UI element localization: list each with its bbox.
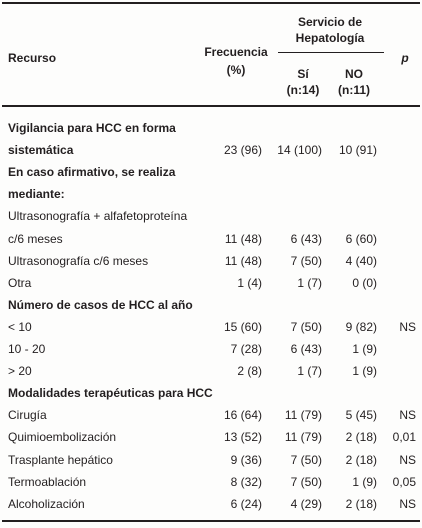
header-si: (n:14)	[286, 83, 320, 97]
cell-si: 7 (50)	[290, 474, 322, 489]
bottom-rule	[2, 520, 420, 522]
cell-si: 6 (43)	[290, 231, 322, 246]
row-label: mediante:	[8, 187, 65, 202]
row-label: Otra	[8, 275, 32, 290]
row-label: > 20	[8, 364, 32, 379]
cell-si: 14 (100)	[277, 143, 322, 158]
row-label: Cirugía	[8, 408, 47, 423]
cell-freq: 16 (64)	[223, 408, 262, 423]
cell-no: 10 (91)	[338, 143, 377, 158]
row-label: Alcoholización	[8, 496, 85, 511]
row-label: Termoablación	[8, 474, 87, 489]
cell-freq: 8 (32)	[230, 474, 262, 489]
cell-si: 7 (50)	[290, 319, 322, 334]
cell-no: 2 (18)	[345, 496, 377, 511]
cell-no: 6 (60)	[345, 231, 377, 246]
row-label: < 10	[8, 319, 32, 334]
cell-freq: 23 (96)	[223, 143, 262, 158]
cell-no: 2 (18)	[345, 430, 377, 445]
cell-p: NS	[399, 319, 416, 334]
row-label: Ultrasonografía + alfafetoproteína	[8, 209, 188, 224]
header-recurso: Recurso	[8, 51, 57, 65]
cell-p: NS	[399, 452, 416, 467]
cell-si: 6 (43)	[290, 342, 322, 356]
row-label: Número de casos de HCC al año	[8, 297, 193, 312]
cell-p: NS	[399, 496, 416, 511]
group-rule	[278, 52, 384, 53]
row-label: 10 - 20	[8, 342, 46, 356]
cell-freq: 2 (8)	[237, 364, 262, 379]
row-label: Vigilancia para HCC en forma	[8, 121, 176, 135]
cell-si: 7 (50)	[290, 452, 322, 467]
row-label: c/6 meses	[8, 231, 63, 246]
cell-no: 0 (0)	[352, 275, 377, 290]
top-rule	[2, 2, 420, 4]
cell-freq: 7 (28)	[230, 342, 262, 356]
cell-p: NS	[399, 408, 416, 423]
cell-no: 9 (82)	[345, 319, 377, 334]
cell-si: 11 (79)	[284, 430, 322, 445]
cell-freq: 11 (48)	[224, 231, 262, 246]
cell-freq: 6 (24)	[230, 496, 262, 511]
header-servicio: Hepatología	[295, 31, 365, 45]
cell-no: 4 (40)	[345, 253, 377, 268]
cell-p: 0,05	[392, 474, 416, 489]
cell-no: 1 (9)	[352, 474, 377, 489]
header-no: NO	[345, 67, 363, 81]
row-label: Modalidades terapéuticas para HCC	[8, 386, 213, 401]
cell-no: 1 (9)	[352, 342, 377, 356]
cell-si: 4 (29)	[290, 496, 322, 511]
header-rule	[2, 105, 420, 107]
row-label: Ultrasonografía c/6 meses	[8, 253, 149, 268]
cell-freq: 15 (60)	[223, 319, 262, 334]
header-frecuencia: (%)	[226, 63, 246, 77]
cell-freq: 13 (52)	[223, 430, 262, 445]
cell-freq: 9 (36)	[230, 452, 262, 467]
cell-si: 1 (7)	[297, 364, 322, 379]
row-label: Quimioembolización	[8, 430, 117, 445]
header-p: p	[401, 51, 409, 65]
header-no: (n:11)	[337, 83, 371, 97]
header-servicio: Servicio de	[297, 15, 363, 29]
cell-no: 5 (45)	[345, 408, 377, 423]
header-frecuencia: Frecuencia	[204, 45, 268, 59]
cell-p: 0,01	[392, 430, 416, 445]
row-label: Trasplante hepático	[8, 452, 113, 467]
cell-si: 11 (79)	[284, 408, 322, 423]
row-label: sistemática	[8, 143, 74, 158]
cell-freq: 1 (4)	[237, 275, 262, 290]
cell-si: 7 (50)	[290, 253, 322, 268]
header-si: Sí	[297, 67, 309, 81]
cell-si: 1 (7)	[297, 275, 322, 290]
row-label: En caso afirmativo, se realiza	[8, 165, 176, 180]
cell-no: 1 (9)	[352, 364, 377, 379]
cell-freq: 11 (48)	[224, 253, 262, 268]
cell-no: 2 (18)	[345, 452, 377, 467]
